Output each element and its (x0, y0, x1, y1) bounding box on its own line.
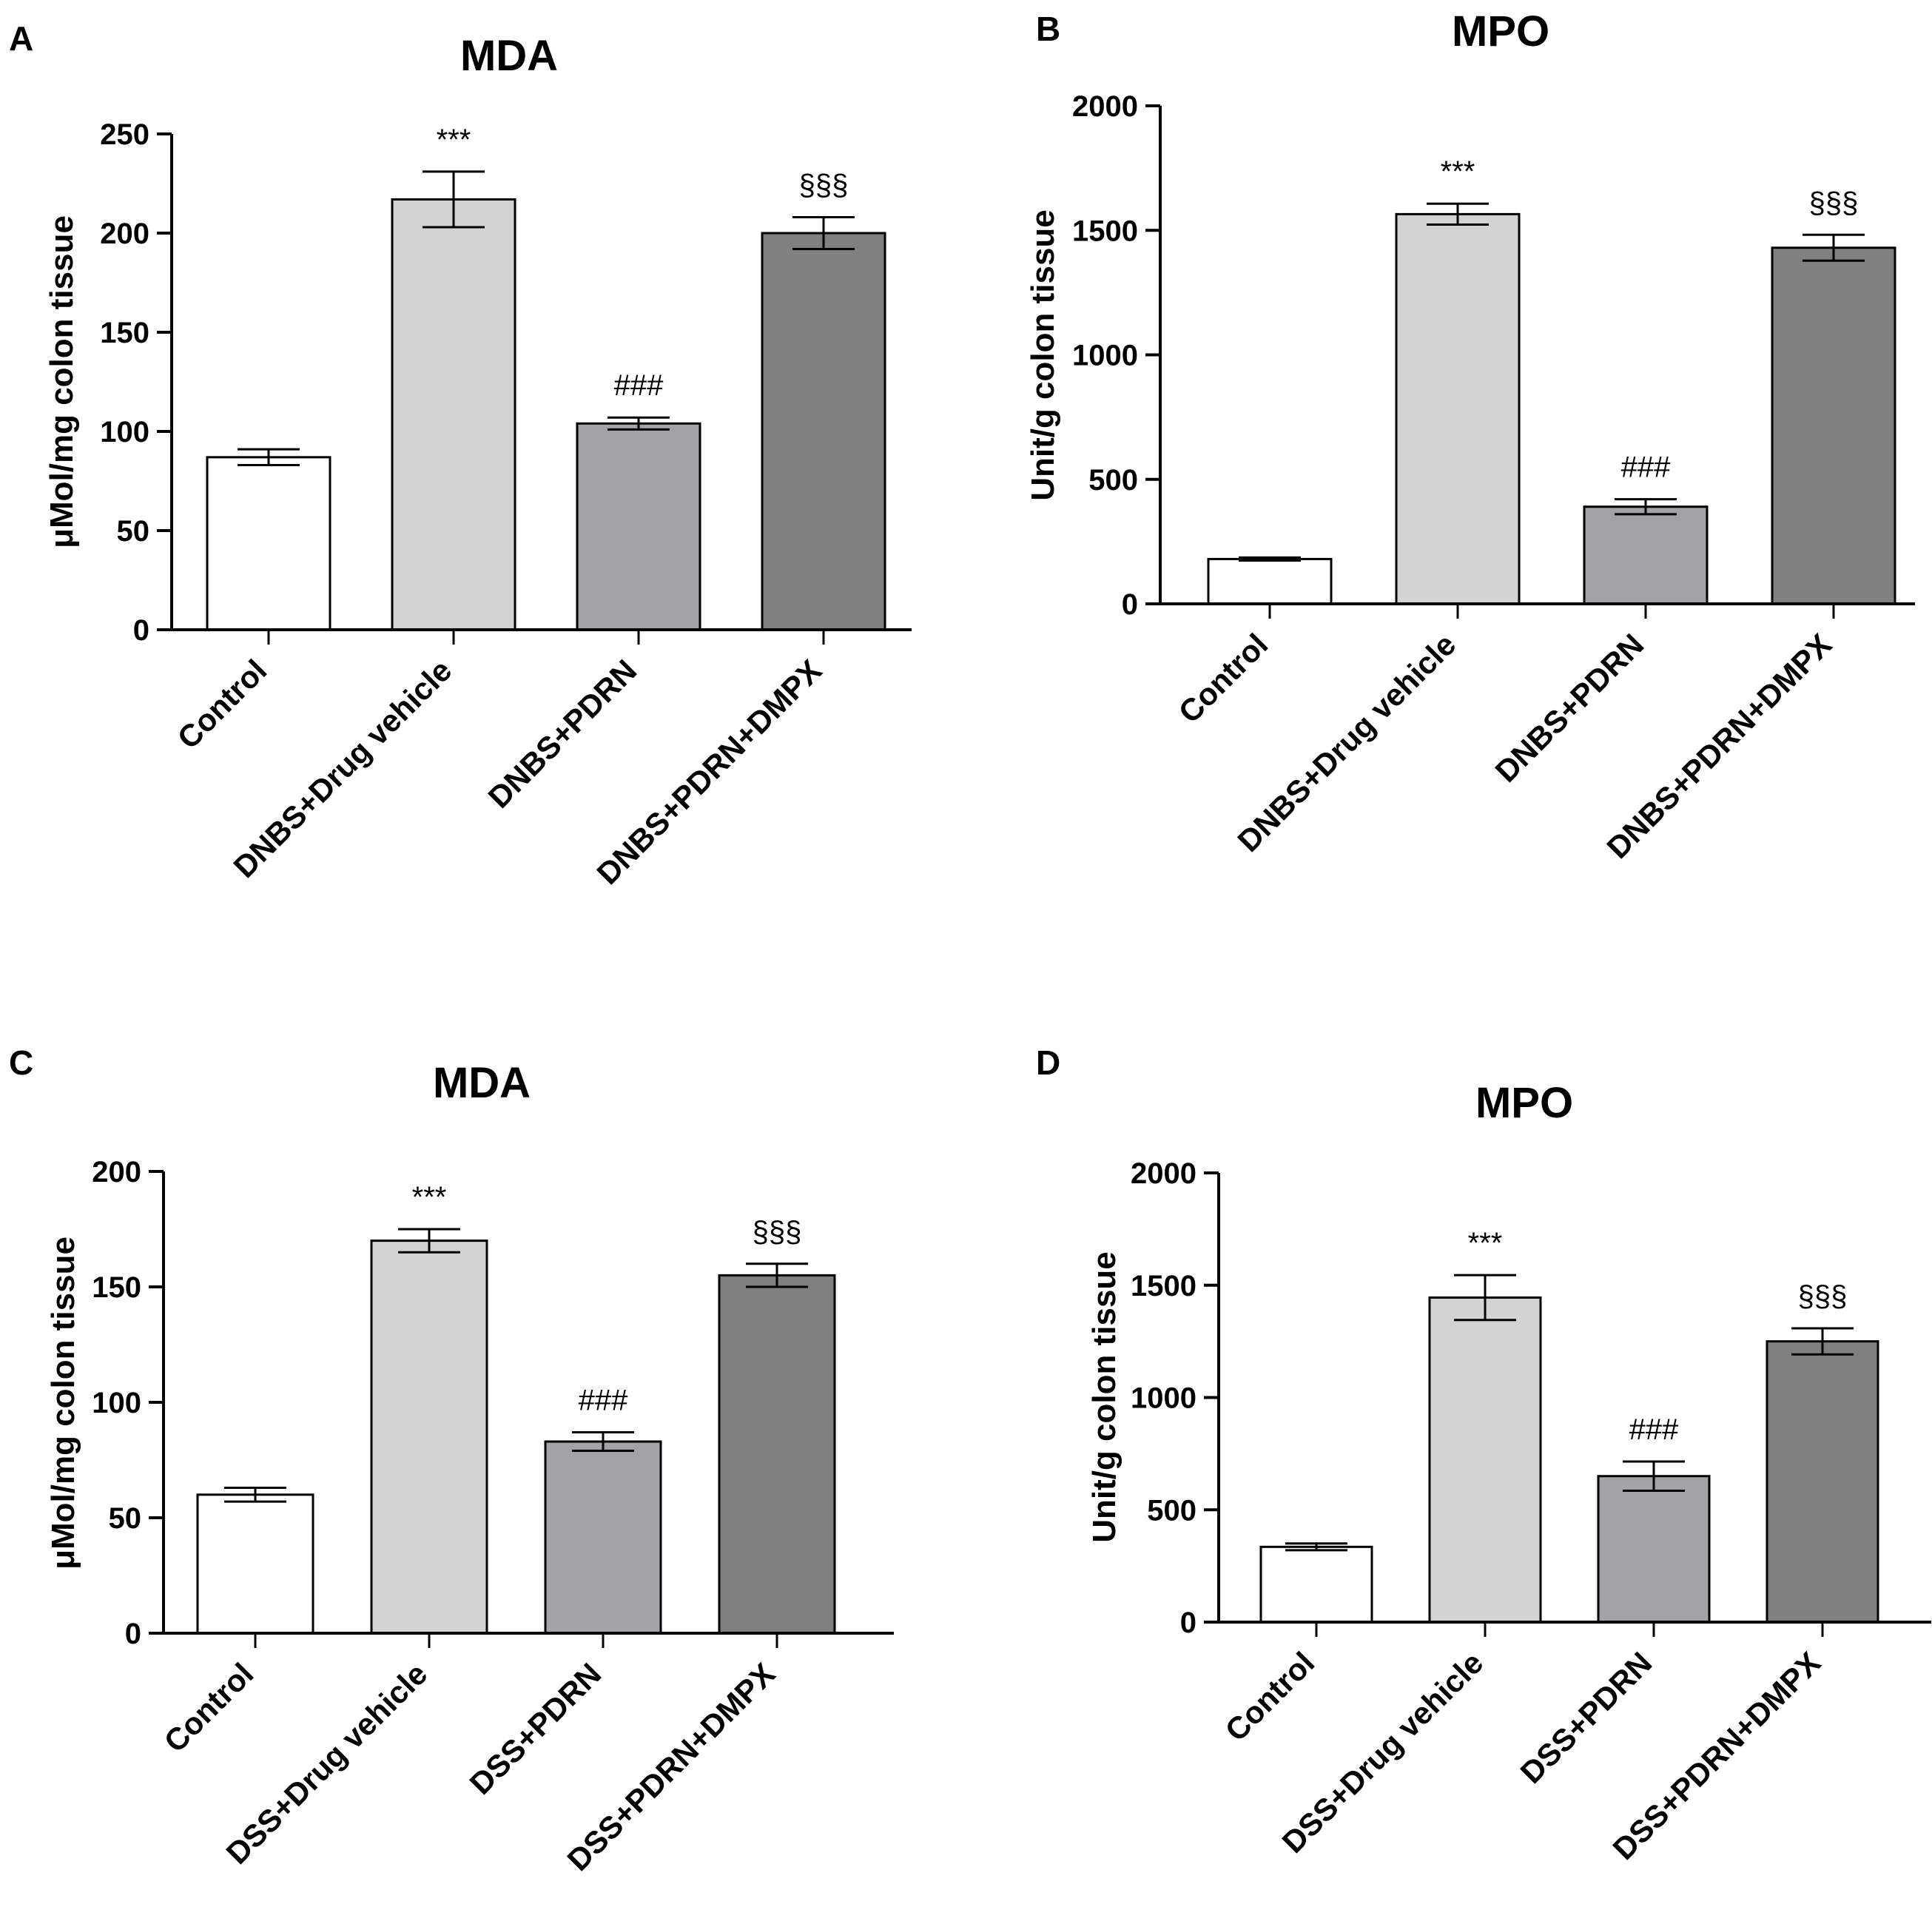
y-tick-label: 100 (92, 1387, 141, 1419)
significance-label: §§§ (1798, 1280, 1848, 1313)
bar (206, 456, 331, 631)
significance-label: ### (1629, 1413, 1679, 1446)
y-tick-label: 500 (1147, 1494, 1196, 1527)
category-label: Control (171, 653, 274, 756)
bar (718, 1274, 836, 1635)
bar (1395, 212, 1521, 605)
category-label: Control (158, 1656, 260, 1759)
chart-title: MPO (1475, 1079, 1573, 1127)
category-label: DNBS+PDRN (1488, 627, 1650, 789)
significance-label: *** (437, 124, 471, 156)
y-tick-label: 0 (1180, 1607, 1196, 1639)
error-bar (1623, 1460, 1685, 1492)
category-label: Control (1219, 1645, 1322, 1748)
error-bar (1239, 556, 1301, 562)
y-axis-label: μMol/mg colon tissue (44, 215, 80, 548)
bar (1597, 1475, 1711, 1624)
bar (1771, 246, 1896, 605)
y-tick-label: 1500 (1072, 215, 1138, 247)
error-bar (1791, 1327, 1854, 1356)
error-bar (238, 448, 300, 467)
bar (1207, 557, 1333, 605)
bar (1259, 1545, 1373, 1624)
y-tick-label: 50 (117, 515, 150, 548)
category-label: DNBS+PDRN (481, 653, 643, 815)
bar (391, 198, 516, 631)
significance-label: §§§ (1809, 186, 1859, 219)
y-axis-label: Unit/g colon tissue (1025, 209, 1061, 501)
significance-label: ### (614, 369, 664, 402)
category-label: DSS+PDRN (463, 1656, 608, 1801)
bar (1583, 505, 1709, 605)
significance-label: ### (579, 1385, 628, 1417)
error-bar (1803, 233, 1865, 262)
y-axis-label: Unit/g colon tissue (1086, 1251, 1122, 1543)
error-bar (1285, 1542, 1347, 1552)
y-tick-label: 2000 (1131, 1157, 1196, 1190)
y-tick-label: 2000 (1072, 90, 1138, 123)
chart-title: MDA (460, 32, 558, 80)
error-bar (792, 216, 855, 250)
significance-label: *** (412, 1181, 447, 1214)
bar (576, 422, 701, 631)
y-tick-label: 1000 (1072, 340, 1138, 372)
panel-letter: B (1036, 10, 1060, 48)
panel-letter: C (9, 1043, 33, 1082)
significance-label: §§§ (799, 169, 849, 202)
y-axis-label: μMol/mg colon tissue (45, 1237, 81, 1570)
error-bar (398, 1228, 460, 1254)
bar (1428, 1296, 1542, 1624)
y-tick-label: 250 (100, 118, 149, 151)
y-tick-label: 0 (1122, 588, 1138, 621)
bar (1766, 1340, 1879, 1624)
chart-panel-b: B MPO Unit/g colon tissue Control *** DNBS+Dr… (1025, 7, 1915, 865)
y-tick-label: 100 (100, 416, 149, 448)
error-bar (572, 1431, 634, 1453)
y-tick-label: 500 (1088, 464, 1138, 497)
y-tick-label: 150 (92, 1271, 141, 1304)
panel-letter: D (1036, 1043, 1060, 1082)
category-label: DNBS+Drug vehicle (1231, 627, 1462, 858)
bar (370, 1240, 488, 1635)
error-bar (423, 170, 485, 229)
significance-label: ### (1621, 451, 1671, 484)
error-bar (607, 416, 670, 431)
significance-label: §§§ (753, 1216, 802, 1248)
error-bar (1427, 202, 1489, 226)
bar (196, 1493, 314, 1635)
error-bar (746, 1262, 808, 1288)
y-tick-label: 200 (92, 1156, 141, 1188)
error-bar (1454, 1274, 1516, 1322)
y-tick-label: 0 (125, 1618, 141, 1650)
category-label: DSS+PDRN (1514, 1645, 1659, 1790)
significance-label: *** (1468, 1227, 1503, 1259)
error-bar (224, 1486, 286, 1503)
chart-title: MPO (1452, 7, 1549, 56)
error-bar (1615, 498, 1677, 516)
y-tick-label: 200 (100, 218, 149, 250)
y-tick-label: 0 (133, 614, 149, 647)
y-tick-label: 50 (109, 1502, 142, 1535)
chart-title: MDA (433, 1059, 531, 1107)
panel-letter: A (9, 19, 33, 58)
y-tick-label: 1500 (1131, 1270, 1196, 1302)
y-tick-label: 1000 (1131, 1382, 1196, 1415)
significance-label: *** (1441, 155, 1475, 188)
bar (544, 1440, 662, 1635)
y-tick-label: 150 (100, 317, 149, 349)
bar (761, 232, 886, 631)
category-label: Control (1172, 627, 1275, 730)
